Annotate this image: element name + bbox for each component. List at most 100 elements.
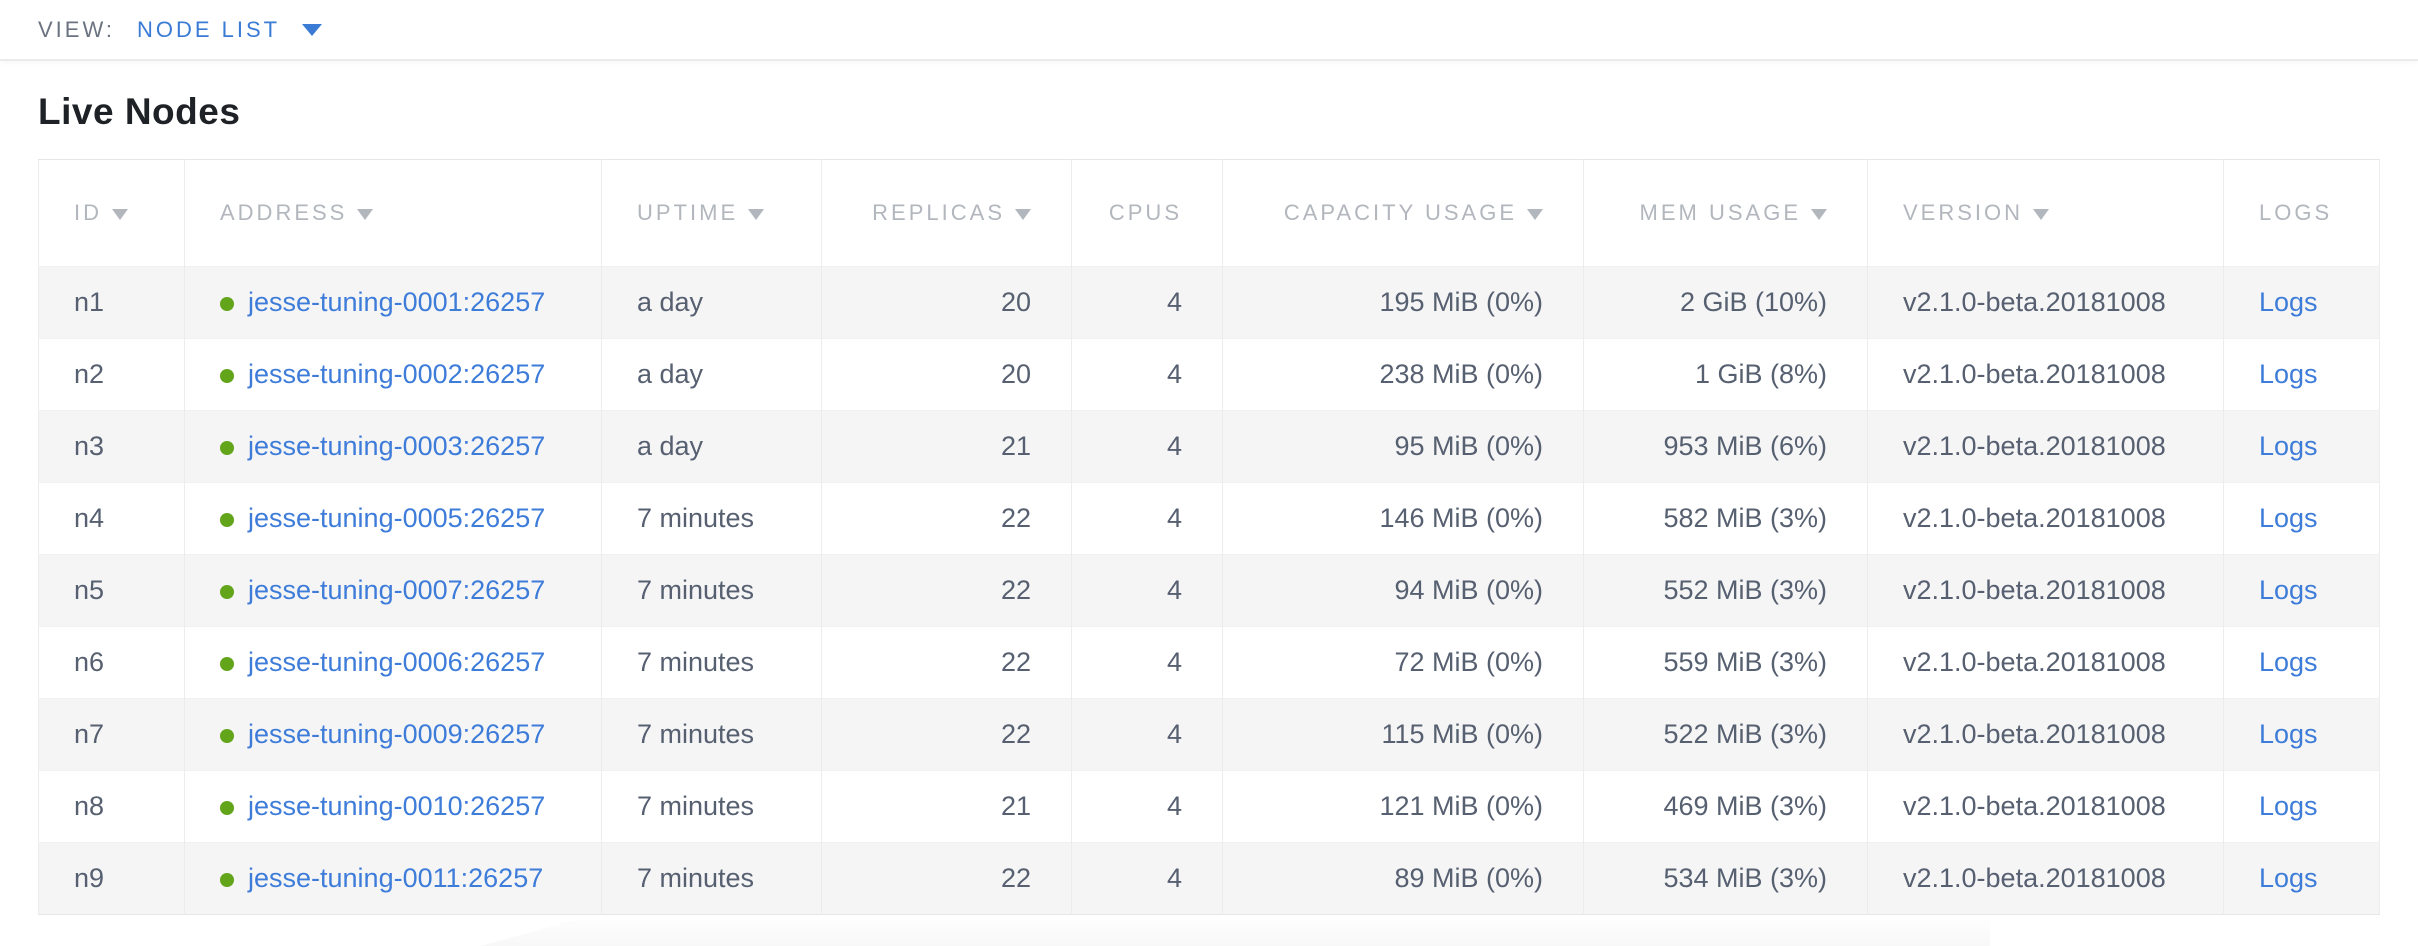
view-selector-dropdown[interactable]: NODE LIST [137,17,323,43]
column-header-id[interactable]: ID [38,159,185,267]
table-header-row: ID ADDRESS UPTIME REPLICAS CPUS CAPACITY USAG… [38,159,2380,267]
node-status-dot [220,728,234,743]
cell-replicas: 22 [821,842,1072,915]
table-row: n1 jesse-tuning-0001:26257 a day 20 4 195 MiB… [38,266,2380,339]
node-status-dot [220,872,234,887]
node-logs-link[interactable]: Logs [2259,575,2318,605]
cell-uptime: a day [601,338,822,411]
column-header-mem[interactable]: MEM USAGE [1583,159,1868,267]
cell-uptime: 7 minutes [601,770,822,843]
cell-id: n4 [38,482,185,555]
cell-capacity: 121 MiB (0%) [1222,770,1584,843]
cell-logs: Logs [2224,483,2380,555]
cell-uptime: 7 minutes [601,698,822,771]
cell-uptime: 7 minutes [601,554,822,627]
cell-id: n1 [38,266,185,339]
cell-address: jesse-tuning-0001:26257 [184,266,602,339]
column-header-uptime[interactable]: UPTIME [601,159,822,267]
node-address-link[interactable]: jesse-tuning-0002:26257 [248,359,546,389]
column-header-address[interactable]: ADDRESS [184,159,602,267]
node-address-link[interactable]: jesse-tuning-0011:26257 [248,863,544,893]
node-address-link[interactable]: jesse-tuning-0006:26257 [248,647,546,677]
node-logs-link[interactable]: Logs [2259,287,2318,317]
node-address-link[interactable]: jesse-tuning-0005:26257 [248,503,546,533]
sort-arrow-icon [748,209,765,220]
cell-replicas: 20 [821,338,1072,411]
column-header-capacity[interactable]: CAPACITY USAGE [1222,159,1584,267]
view-bar: VIEW: NODE LIST [0,0,2418,61]
node-address-link[interactable]: jesse-tuning-0007:26257 [248,575,546,605]
node-address-link[interactable]: jesse-tuning-0010:26257 [248,791,546,821]
column-header-label: UPTIME [637,200,739,225]
sort-arrow-icon [1527,209,1543,220]
cell-capacity: 94 MiB (0%) [1222,554,1584,627]
cell-id: n6 [38,626,185,699]
cell-capacity: 238 MiB (0%) [1222,338,1584,411]
cell-cpus: 4 [1071,554,1223,627]
cell-logs: Logs [2224,699,2380,771]
node-address-link[interactable]: jesse-tuning-0009:26257 [248,719,546,749]
cell-version: v2.1.0-beta.20181008 [1867,842,2224,915]
column-header-label: CAPACITY USAGE [1283,200,1517,225]
cell-capacity: 89 MiB (0%) [1222,842,1584,915]
nodes-table: ID ADDRESS UPTIME REPLICAS CPUS CAPACITY USAG… [38,159,2380,915]
cell-mem: 582 MiB (3%) [1583,482,1868,555]
cell-address: jesse-tuning-0011:26257 [184,842,602,915]
column-header-label: LOGS [2259,200,2333,225]
cell-mem: 522 MiB (3%) [1583,698,1868,771]
column-header-label: ID [74,200,102,225]
cell-version: v2.1.0-beta.20181008 [1867,770,2224,843]
node-logs-link[interactable]: Logs [2259,863,2318,893]
table-row: n8 jesse-tuning-0010:26257 7 minutes 21 4 121… [38,770,2380,843]
cell-version: v2.1.0-beta.20181008 [1867,266,2224,339]
cell-address: jesse-tuning-0005:26257 [184,482,602,555]
cell-mem: 1 GiB (8%) [1583,338,1868,411]
cell-version: v2.1.0-beta.20181008 [1867,626,2224,699]
cell-logs: Logs [2224,771,2380,843]
cell-replicas: 22 [821,482,1072,555]
cell-replicas: 22 [821,554,1072,627]
node-logs-link[interactable]: Logs [2259,431,2318,461]
cell-cpus: 4 [1071,698,1223,771]
table-row: n2 jesse-tuning-0002:26257 a day 20 4 238 MiB… [38,338,2380,411]
cell-version: v2.1.0-beta.20181008 [1867,698,2224,771]
cell-uptime: 7 minutes [601,626,822,699]
view-label: VIEW: [38,16,115,42]
cell-id: n3 [38,410,185,483]
cell-address: jesse-tuning-0009:26257 [184,698,602,771]
cell-replicas: 21 [821,770,1072,843]
cell-mem: 559 MiB (3%) [1583,626,1868,699]
table-body: n1 jesse-tuning-0001:26257 a day 20 4 195 MiB… [38,266,2380,915]
node-logs-link[interactable]: Logs [2259,719,2318,749]
table-row: n4 jesse-tuning-0005:26257 7 minutes 22 4 146… [38,482,2380,555]
node-status-dot [220,656,234,671]
cell-cpus: 4 [1071,338,1223,411]
node-logs-link[interactable]: Logs [2259,791,2318,821]
sort-arrow-icon [2033,209,2050,220]
cell-replicas: 22 [821,698,1072,771]
node-logs-link[interactable]: Logs [2259,647,2318,677]
nodes-table-container: ID ADDRESS UPTIME REPLICAS CPUS CAPACITY USAG… [0,159,2418,915]
column-header-replicas[interactable]: REPLICAS [821,159,1072,267]
page-title: Live Nodes [38,91,241,132]
node-address-link[interactable]: jesse-tuning-0003:26257 [248,431,546,461]
caret-down-icon [302,23,323,36]
cell-cpus: 4 [1071,770,1223,843]
table-row: n7 jesse-tuning-0009:26257 7 minutes 22 4 115… [38,698,2380,771]
column-header-label: REPLICAS [872,200,1005,225]
cell-logs: Logs [2224,411,2380,483]
node-logs-link[interactable]: Logs [2259,359,2318,389]
cell-logs: Logs [2224,627,2380,699]
cell-id: n9 [38,842,185,915]
cell-uptime: a day [601,266,822,339]
cell-cpus: 4 [1071,266,1223,339]
cell-uptime: 7 minutes [601,482,822,555]
column-header-version[interactable]: VERSION [1867,159,2224,267]
cell-id: n8 [38,770,185,843]
node-logs-link[interactable]: Logs [2259,503,2318,533]
table-row: n9 jesse-tuning-0011:26257 7 minutes 22 4 89 … [38,842,2380,915]
node-address-link[interactable]: jesse-tuning-0001:26257 [248,287,546,317]
cell-replicas: 21 [821,410,1072,483]
cell-capacity: 95 MiB (0%) [1222,410,1584,483]
cell-replicas: 22 [821,626,1072,699]
